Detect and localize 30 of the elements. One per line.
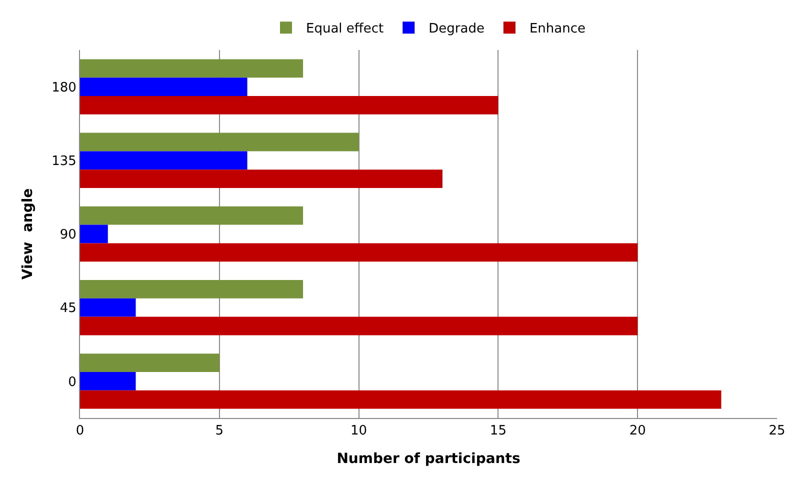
bar (80, 372, 136, 390)
x-axis-title: Number of participants (336, 450, 520, 467)
bar (80, 96, 498, 114)
bar (80, 151, 248, 170)
x-tick-label: 10 (350, 424, 368, 439)
x-tick-label: 25 (768, 424, 786, 439)
bar (80, 59, 304, 78)
legend-label: Enhance (529, 22, 586, 37)
bar (80, 170, 442, 188)
x-tick-label: 5 (215, 424, 224, 439)
y-tick-label: 0 (68, 374, 76, 390)
bar (80, 132, 359, 152)
bar (80, 243, 638, 262)
y-tick-label: 45 (60, 301, 76, 316)
bar (80, 280, 304, 298)
y-axis-title: View angle (20, 188, 36, 280)
bar (80, 224, 108, 244)
bar (80, 78, 248, 96)
legend-label: Degrade (428, 22, 484, 37)
y-tick-label: 180 (52, 80, 76, 96)
bar (80, 354, 220, 372)
bar (80, 206, 304, 225)
x-tick-label: 15 (490, 424, 506, 439)
bar (80, 316, 638, 336)
y-tick-label: 135 (52, 154, 76, 169)
bar (80, 298, 136, 317)
legend-label: Equal effect (306, 22, 384, 37)
y-tick-label: 90 (60, 228, 76, 243)
x-tick-label: 20 (629, 424, 646, 439)
bar (80, 390, 722, 409)
